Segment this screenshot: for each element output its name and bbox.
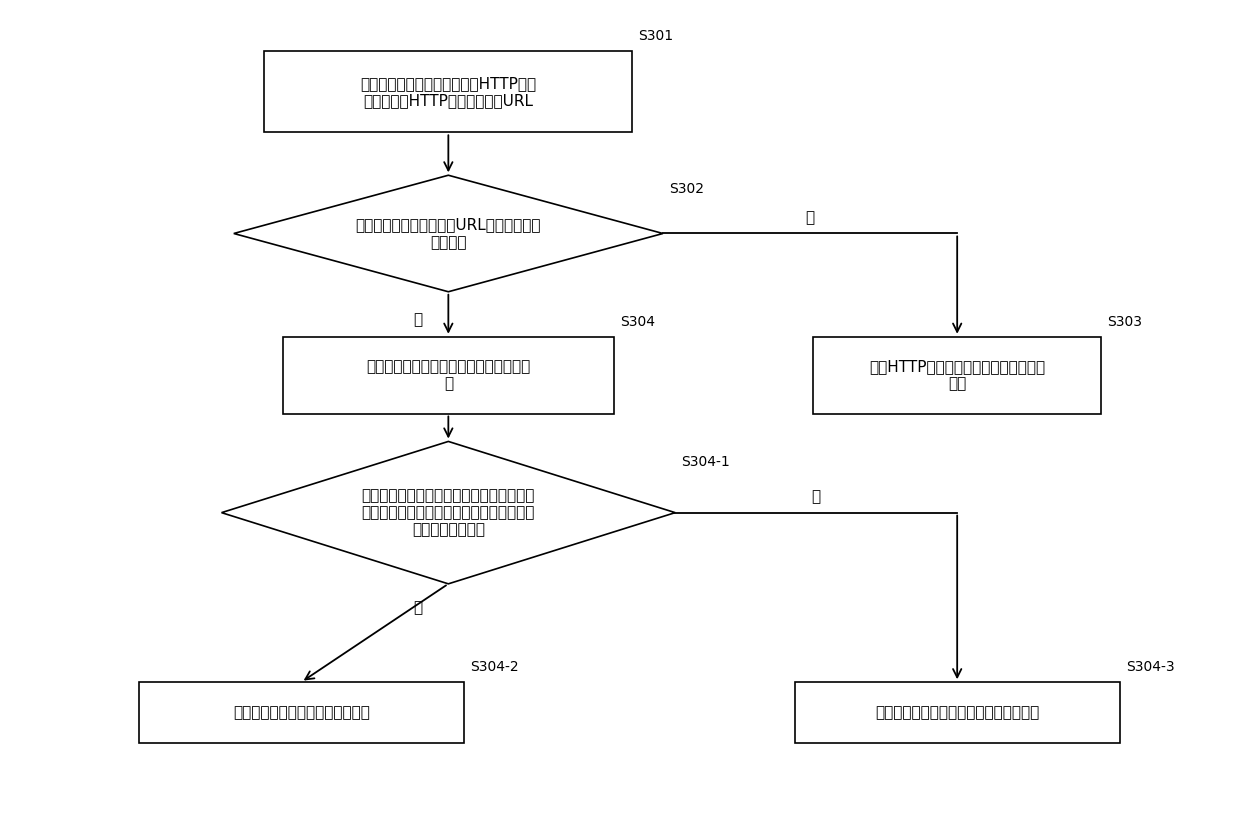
Text: 基于预先设置的本地缓存参数进行相应处
理: 基于预先设置的本地缓存参数进行相应处 理 — [366, 359, 531, 391]
Polygon shape — [234, 175, 663, 291]
FancyBboxPatch shape — [795, 682, 1120, 743]
Text: 向源服务器发送过期回源校验指令: 向源服务器发送过期回源校验指令 — [233, 705, 370, 720]
Text: S302: S302 — [670, 182, 704, 196]
Text: 是: 是 — [413, 313, 423, 328]
FancyBboxPatch shape — [283, 337, 614, 413]
Text: 否: 否 — [806, 210, 815, 225]
Text: 获取已命中的缓存报文，并基于预先设置的
本地代理缓存参数判断已命中的所述缓存报
文的内容是否过期: 获取已命中的缓存报文，并基于预先设置的 本地代理缓存参数判断已命中的所述缓存报 … — [362, 488, 534, 537]
Text: S304-2: S304-2 — [470, 660, 518, 674]
Text: S304: S304 — [620, 314, 655, 328]
Text: 否: 否 — [812, 489, 821, 504]
FancyBboxPatch shape — [264, 52, 632, 133]
Polygon shape — [222, 441, 675, 584]
FancyBboxPatch shape — [813, 337, 1101, 413]
Text: 将所述缓存报文的内容返回给所述客户端: 将所述缓存报文的内容返回给所述客户端 — [875, 705, 1039, 720]
Text: S304-1: S304-1 — [681, 455, 730, 469]
Text: 代理服务器接收客户端发来的HTTP请求
报文，所述HTTP请求报文携带URL: 代理服务器接收客户端发来的HTTP请求 报文，所述HTTP请求报文携带URL — [361, 76, 537, 108]
Text: S304-3: S304-3 — [1126, 660, 1174, 674]
FancyBboxPatch shape — [139, 682, 464, 743]
Text: S303: S303 — [1107, 314, 1142, 328]
Text: 基于HTTP协议的标准缓存机制进行相应
处理: 基于HTTP协议的标准缓存机制进行相应 处理 — [869, 359, 1045, 391]
Text: 所述代理服务器根据所述URL判断本地缓存
是否命中: 所述代理服务器根据所述URL判断本地缓存 是否命中 — [356, 217, 541, 249]
Text: S301: S301 — [639, 30, 673, 44]
Text: 是: 是 — [413, 601, 423, 616]
